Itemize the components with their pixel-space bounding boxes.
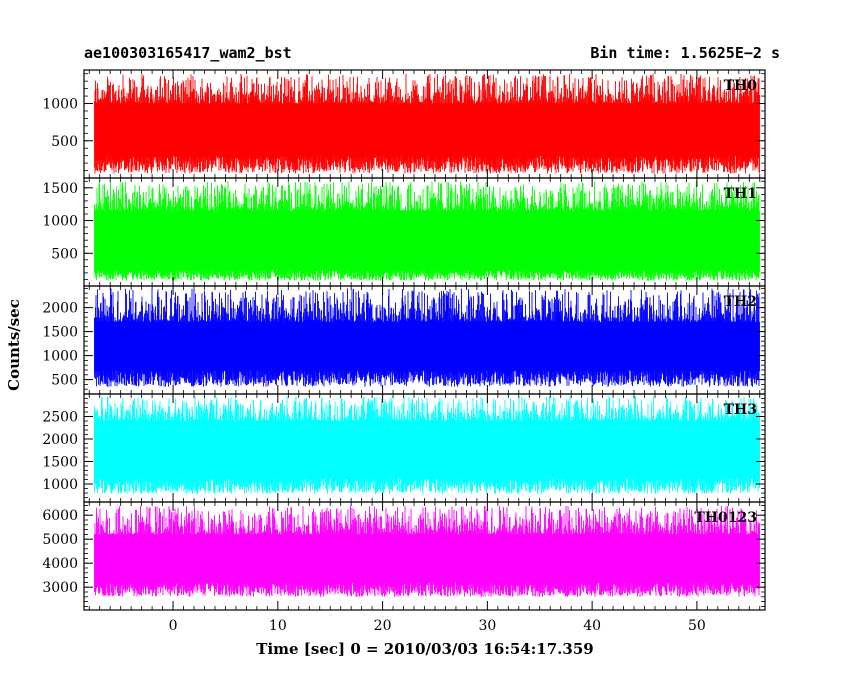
y-tick-label: 1500	[42, 181, 78, 197]
series-th2-trace	[94, 288, 760, 387]
x-tick-label: 30	[478, 618, 496, 634]
plot-title: ae100303165417_wam2_bst	[84, 44, 292, 62]
y-tick-label: 2000	[42, 301, 78, 317]
y-tick-label: 1500	[42, 455, 78, 471]
y-tick-label: 6000	[42, 508, 78, 524]
bin-time-label: Bin time: 1.5625E−2 s	[590, 44, 780, 62]
panel-label-th0: TH0	[724, 78, 758, 94]
y-axis-label: Counts/sec	[5, 299, 23, 391]
series-th0123-trace	[94, 505, 760, 597]
y-tick-label: 3000	[42, 580, 78, 596]
series-th0-trace	[94, 73, 760, 174]
panel-label-th1: TH1	[724, 186, 757, 202]
y-tick-label: 500	[51, 134, 78, 150]
y-tick-label: 1500	[42, 325, 78, 341]
panel-label-th0123: TH0123	[694, 510, 757, 526]
y-tick-label: 1000	[42, 97, 78, 113]
panel-label-th3: TH3	[724, 402, 757, 418]
x-tick-label: 0	[169, 618, 178, 634]
x-tick-label: 20	[374, 618, 392, 634]
series-th1-trace	[94, 181, 760, 281]
x-tick-label: 40	[583, 618, 601, 634]
y-tick-label: 5000	[42, 532, 78, 548]
y-tick-label: 1000	[42, 214, 78, 230]
y-tick-label: 500	[51, 246, 78, 262]
panel-label-th2: TH2	[724, 294, 757, 310]
y-tick-label: 1000	[42, 477, 78, 493]
x-tick-label: 10	[269, 618, 287, 634]
y-tick-label: 1000	[42, 349, 78, 365]
y-tick-label: 2500	[42, 410, 78, 426]
x-tick-label: 50	[688, 618, 706, 634]
series-th3-trace	[94, 396, 760, 494]
x-axis-label: Time [sec] 0 = 2010/03/03 16:54:17.359	[256, 640, 594, 658]
y-tick-label: 2000	[42, 432, 78, 448]
y-tick-label: 500	[51, 373, 78, 389]
y-tick-label: 4000	[42, 556, 78, 572]
